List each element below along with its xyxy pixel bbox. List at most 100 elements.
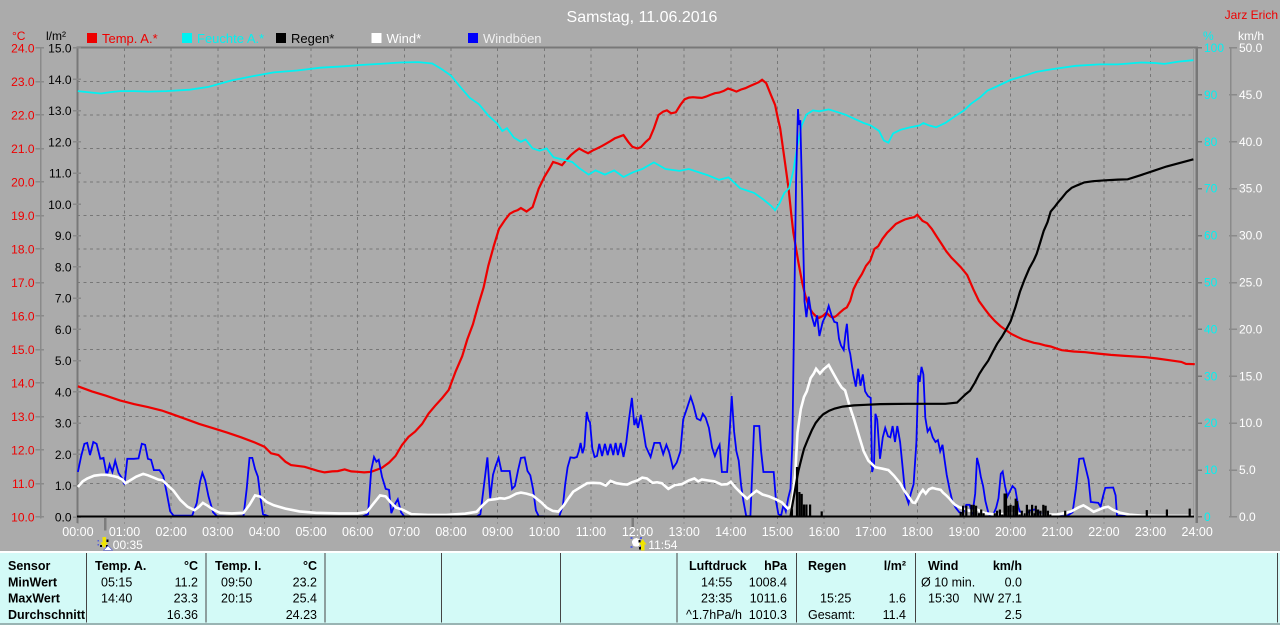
svg-text:50.0: 50.0 [1239, 41, 1263, 55]
svg-text:13.0: 13.0 [48, 104, 72, 118]
svg-text:10.0: 10.0 [48, 198, 72, 212]
svg-text:Temp. A.: Temp. A. [95, 559, 146, 573]
svg-text:0.0: 0.0 [1005, 576, 1022, 590]
svg-text:30: 30 [1204, 369, 1218, 383]
svg-text:km/h: km/h [993, 559, 1022, 573]
svg-text:l/m²: l/m² [46, 29, 66, 43]
svg-text:60: 60 [1204, 229, 1218, 243]
svg-text:25.4: 25.4 [293, 592, 317, 606]
svg-text:15:25: 15:25 [820, 592, 851, 606]
svg-text:11.0: 11.0 [49, 167, 72, 181]
svg-text:50: 50 [1204, 276, 1218, 290]
svg-text:14.0: 14.0 [48, 73, 72, 87]
svg-text:11:00: 11:00 [576, 525, 606, 539]
svg-text:MinWert: MinWert [8, 576, 58, 590]
svg-text:08:00: 08:00 [435, 525, 466, 539]
svg-text:17:00: 17:00 [855, 525, 886, 539]
svg-text:100: 100 [1204, 41, 1224, 55]
svg-text:hPa: hPa [764, 559, 788, 573]
svg-text:17.0: 17.0 [11, 276, 35, 290]
svg-text:Temp. I.: Temp. I. [215, 559, 261, 573]
svg-text:19.0: 19.0 [11, 209, 35, 223]
svg-text:1.0: 1.0 [55, 479, 72, 493]
svg-text:00:00: 00:00 [62, 525, 93, 539]
svg-text:25.0: 25.0 [1239, 276, 1263, 290]
svg-text:Ø 10 min.: Ø 10 min. [921, 576, 975, 590]
svg-text:Wind*: Wind* [387, 31, 422, 46]
svg-text:18.0: 18.0 [11, 243, 35, 257]
svg-text:20.0: 20.0 [11, 176, 35, 190]
svg-text:09:50: 09:50 [221, 576, 252, 590]
svg-text:15:00: 15:00 [762, 525, 793, 539]
svg-text:15.0: 15.0 [48, 42, 72, 56]
svg-text:03:00: 03:00 [202, 525, 233, 539]
svg-text:04:00: 04:00 [249, 525, 280, 539]
svg-text:18:00: 18:00 [902, 525, 933, 539]
svg-text:2.5: 2.5 [1005, 608, 1022, 622]
svg-text:9.0: 9.0 [55, 229, 72, 243]
svg-text:70: 70 [1204, 182, 1218, 196]
svg-text:40: 40 [1204, 322, 1218, 336]
svg-text:45.0: 45.0 [1239, 88, 1263, 102]
svg-text:20: 20 [1204, 416, 1218, 430]
svg-text:23.3: 23.3 [174, 592, 198, 606]
svg-text:11.4: 11.4 [883, 608, 906, 622]
svg-text:13.0: 13.0 [11, 410, 35, 424]
svg-text:1011.6: 1011.6 [750, 592, 787, 606]
svg-text:02:00: 02:00 [156, 525, 187, 539]
svg-text:Jarz Erich: Jarz Erich [1225, 8, 1278, 22]
svg-text:Regen: Regen [808, 559, 846, 573]
svg-text:19:00: 19:00 [948, 525, 979, 539]
svg-text:35.0: 35.0 [1239, 182, 1263, 196]
svg-text:km/h: km/h [1238, 29, 1264, 43]
svg-text:Gesamt:: Gesamt: [808, 608, 855, 622]
svg-text:21.0: 21.0 [11, 142, 35, 156]
svg-text:1.6: 1.6 [889, 592, 906, 606]
svg-text:23.0: 23.0 [11, 75, 35, 89]
svg-text:Samstag, 11.06.2016: Samstag, 11.06.2016 [567, 9, 718, 26]
svg-text:12:00: 12:00 [622, 525, 653, 539]
svg-text:20:15: 20:15 [221, 592, 252, 606]
svg-text:Durchschnitt: Durchschnitt [8, 608, 86, 622]
svg-text:06:00: 06:00 [342, 525, 373, 539]
svg-text:40.0: 40.0 [1239, 135, 1263, 149]
svg-text:Feuchte A.*: Feuchte A.* [197, 31, 264, 46]
svg-text:5.0: 5.0 [55, 354, 72, 368]
svg-text:10: 10 [1204, 463, 1218, 477]
svg-text:16.0: 16.0 [11, 310, 35, 324]
svg-text:°C: °C [184, 559, 198, 573]
svg-text:3.0: 3.0 [55, 417, 72, 431]
svg-text:15.0: 15.0 [1239, 369, 1263, 383]
svg-text:MaxWert: MaxWert [8, 592, 61, 606]
svg-text:12.0: 12.0 [11, 444, 35, 458]
svg-text:14.0: 14.0 [11, 377, 35, 391]
svg-text:16.36: 16.36 [167, 608, 198, 622]
svg-text:09:00: 09:00 [482, 525, 513, 539]
svg-text:%: % [1203, 29, 1214, 43]
svg-text:10:00: 10:00 [529, 525, 560, 539]
svg-text:05:15: 05:15 [101, 576, 132, 590]
svg-text:14:00: 14:00 [715, 525, 746, 539]
svg-text:20:00: 20:00 [995, 525, 1026, 539]
svg-text:NW 27.1: NW 27.1 [973, 592, 1022, 606]
svg-text:Sensor: Sensor [8, 559, 51, 573]
svg-text:15.0: 15.0 [11, 343, 35, 357]
svg-text:14:40: 14:40 [101, 592, 132, 606]
svg-text:23:35: 23:35 [701, 592, 732, 606]
svg-text:24:00: 24:00 [1182, 525, 1213, 539]
svg-text:Temp. A.*: Temp. A.* [102, 31, 158, 46]
svg-text:Regen*: Regen* [291, 31, 334, 46]
svg-text:4.0: 4.0 [55, 385, 72, 399]
svg-text:22:00: 22:00 [1088, 525, 1119, 539]
svg-text:2.0: 2.0 [55, 448, 72, 462]
svg-text:20.0: 20.0 [1239, 322, 1263, 336]
svg-text:05:00: 05:00 [295, 525, 326, 539]
svg-text:80: 80 [1204, 135, 1218, 149]
svg-text:16:00: 16:00 [808, 525, 839, 539]
svg-text:l/m²: l/m² [884, 559, 906, 573]
svg-text:0.0: 0.0 [1239, 510, 1256, 524]
svg-text:Wind: Wind [928, 559, 958, 573]
svg-text:22.0: 22.0 [11, 109, 35, 123]
svg-text:13:00: 13:00 [669, 525, 700, 539]
svg-text:Luftdruck: Luftdruck [689, 559, 747, 573]
